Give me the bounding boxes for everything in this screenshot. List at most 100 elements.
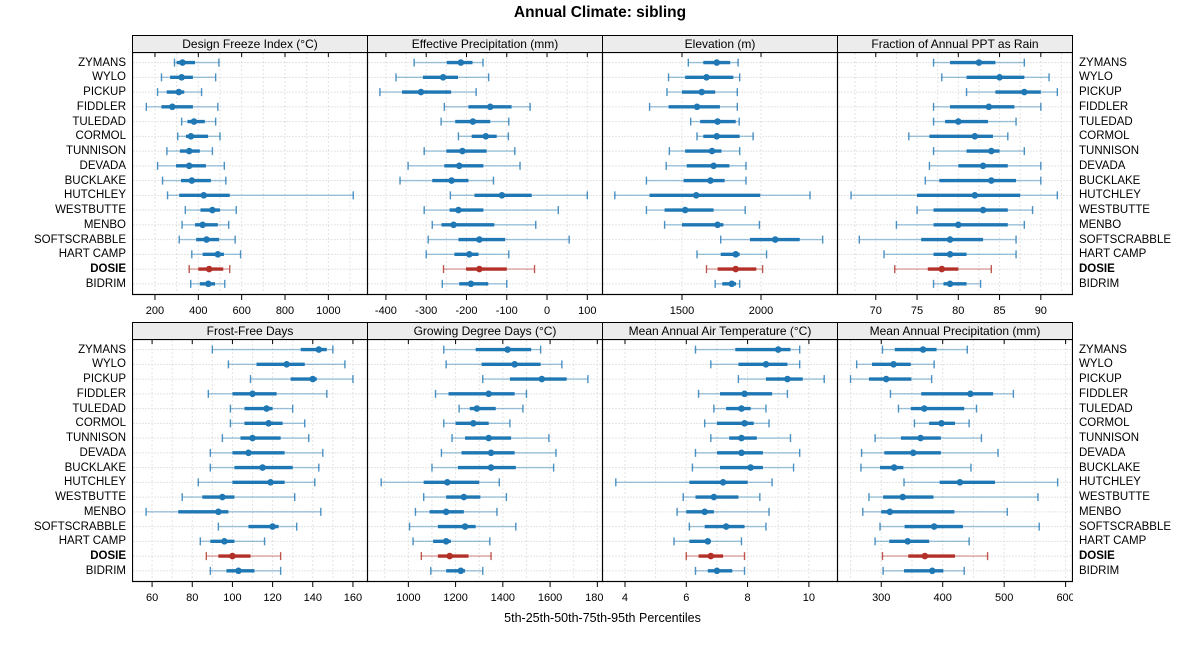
station-label-wylo: WYLO [92, 358, 126, 371]
median-dot [988, 147, 995, 155]
percentile-row-hart-camp [412, 537, 491, 546]
median-dot [886, 508, 894, 516]
x-tick-label: 1000 [396, 592, 420, 604]
median-dot [698, 88, 706, 96]
station-label-tunnison: TUNNISON [65, 145, 126, 158]
percentile-row-softscrabble [858, 235, 1017, 244]
median-dot [249, 434, 256, 442]
median-dot [988, 177, 995, 184]
percentile-row-softscrabble [217, 522, 298, 531]
x-tick-label: 800 [276, 305, 294, 317]
median-dot [450, 221, 457, 229]
median-dot [979, 206, 987, 214]
median-dot [245, 449, 252, 457]
percentile-row-bidrim [882, 566, 965, 575]
median-dot [956, 479, 964, 486]
percentile-row-westbutte [423, 206, 559, 215]
percentile-row-wylo [227, 360, 346, 369]
percentile-row-fiddler [889, 389, 1015, 398]
median-dot [747, 464, 754, 471]
station-label-zymans: ZYMANS [1079, 343, 1127, 356]
median-dot [169, 103, 176, 111]
station-label-softscrabble: SOFTSCRABBLE [33, 520, 126, 533]
station-label-zymans: ZYMANS [78, 343, 126, 356]
percentile-row-devada [407, 161, 521, 170]
median-dot [955, 118, 962, 125]
median-dot [199, 221, 206, 229]
axis-caption: 5th-25th-50th-75th-95th Percentiles [504, 611, 701, 625]
median-dot [930, 523, 938, 530]
median-dot [919, 346, 927, 353]
percentile-row-bucklake [161, 176, 227, 185]
median-dot [722, 523, 730, 530]
median-dot [704, 538, 712, 545]
panel-fraction-of-annual-ppt-as-rain: Fraction of Annual PPT as Rain 70 75 80 85 90 [837, 35, 1073, 322]
percentile-row-tuledad [897, 404, 978, 413]
panel-strip-title: Frost-Free Days [132, 322, 368, 340]
station-label-westbutte: WESTBUTTE [55, 491, 126, 504]
percentile-row-zymans [173, 58, 220, 67]
station-label-cormol: CORMOL [1079, 417, 1130, 430]
panel-growing-degree-days-c-: Growing Degree Days (°C) 1000 1200 1400 1600… [367, 322, 603, 609]
percentile-row-softscrabble [879, 522, 1040, 531]
median-dot [209, 206, 216, 214]
median-dot [946, 236, 954, 243]
station-label-devada: DEVADA [79, 159, 126, 172]
percentile-row-menbo [676, 507, 770, 516]
percentile-row-menbo [181, 220, 230, 229]
station-label-fiddler: FIDDLER [76, 100, 126, 113]
median-dot [738, 434, 745, 442]
percentile-row-fiddler [443, 102, 531, 111]
median-dot [178, 74, 185, 81]
percentile-row-cormol [913, 419, 970, 428]
station-label-westbutte: WESTBUTTE [1079, 204, 1150, 217]
percentile-row-tuledad [932, 117, 1017, 126]
percentile-row-pickup [482, 375, 589, 384]
percentile-row-hutchley [380, 478, 500, 487]
median-dot [485, 434, 492, 442]
percentile-row-bidrim [190, 279, 226, 288]
panel-strip-title: Mean Annual Air Temperature (°C) [602, 322, 838, 340]
median-dot [269, 523, 276, 530]
x-tick-label: 100 [223, 592, 241, 604]
median-dot [904, 538, 911, 545]
percentile-row-softscrabble [688, 522, 767, 531]
percentile-row-zymans [687, 58, 739, 67]
median-dot [444, 479, 451, 486]
median-dot [263, 405, 270, 412]
percentile-row-hutchley [166, 191, 354, 200]
median-dot [971, 133, 979, 140]
panel-strip-title: Mean Annual Precipitation (mm) [837, 322, 1073, 340]
x-tick-label: 100 [578, 305, 596, 317]
x-tick-label: 400 [189, 305, 207, 317]
median-dot [487, 464, 495, 471]
percentile-row-fiddler [434, 389, 528, 398]
percentile-row-tunnison [668, 147, 741, 156]
percentile-row-westbutte [645, 206, 746, 215]
median-dot [188, 177, 196, 184]
percentile-row-menbo [862, 507, 1008, 516]
median-dot [205, 265, 213, 273]
x-tick-label: -400 [375, 305, 397, 317]
percentile-row-hart-camp [425, 250, 510, 259]
median-dot [909, 449, 917, 457]
percentile-row-bidrim [694, 566, 746, 575]
median-dot [946, 280, 954, 288]
percentile-row-pickup [666, 88, 739, 97]
percentile-row-zymans [881, 345, 968, 354]
percentile-row-hutchley [903, 478, 1059, 487]
median-dot [179, 59, 186, 66]
percentile-row-pickup [737, 375, 825, 384]
median-dot [446, 552, 453, 560]
x-tick-label: 1400 [491, 592, 515, 604]
median-dot [221, 538, 228, 545]
station-label-wylo: WYLO [1079, 71, 1113, 84]
percentile-row-wylo [160, 73, 217, 82]
median-dot [185, 162, 193, 170]
station-label-cormol: CORMOL [75, 417, 126, 430]
percentile-row-tuledad [713, 404, 767, 413]
median-dot [719, 479, 727, 486]
panel-canvas: 4 6 8 10 [602, 339, 838, 604]
median-dot [784, 375, 791, 383]
percentile-row-pickup [379, 88, 477, 97]
